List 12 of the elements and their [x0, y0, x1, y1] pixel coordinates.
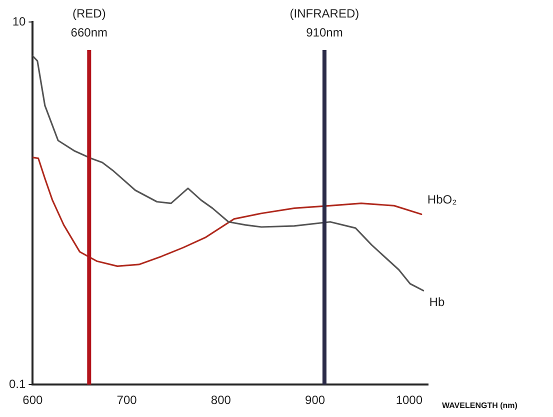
x-tick-label: 800 [210, 393, 232, 408]
series-label: HbO₂ [427, 192, 458, 207]
series-label: Hb [429, 294, 445, 309]
ref-line-label: (INFRARED) 910nm [290, 6, 360, 40]
y-tick-label: 0.1 [8, 376, 26, 391]
x-tick-label: 900 [305, 393, 326, 408]
x-axis-title: WAVELENGTH (nm) [442, 400, 518, 410]
x-tick-label: 700 [116, 393, 138, 408]
ref-line-label: (RED) 660nm [70, 6, 108, 40]
y-tick-label: 10 [12, 14, 26, 28]
x-tick-label: 600 [22, 393, 44, 408]
x-tick-label: 1000 [396, 393, 423, 408]
